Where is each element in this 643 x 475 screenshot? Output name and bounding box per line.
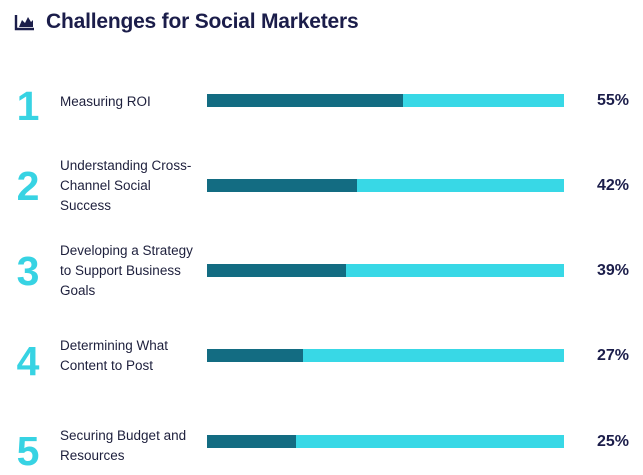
rank-number: 2 <box>16 163 40 209</box>
challenge-label: Developing a Strategy to Support Busines… <box>60 243 193 298</box>
chart-title: Challenges for Social Marketers <box>46 10 359 33</box>
rank-number: 1 <box>16 83 40 129</box>
percent-label: 42% <box>596 177 629 194</box>
chart-header: Challenges for Social Marketers <box>14 10 359 34</box>
challenge-row: 2 Understanding Cross-Channel Social Suc… <box>0 155 643 220</box>
challenge-row: 4 Determining What Content to Post 27% <box>0 335 643 385</box>
percent-label: 25% <box>596 433 629 450</box>
bar-track <box>207 94 564 107</box>
bar-fill <box>207 435 297 448</box>
challenge-label: Determining What Content to Post <box>60 338 169 373</box>
bar-fill <box>207 94 404 107</box>
bar-track <box>207 349 564 362</box>
challenge-label: Securing Budget and Resources <box>60 428 187 463</box>
challenge-label: Understanding Cross-Channel Social Succe… <box>60 158 192 213</box>
rank-number: 4 <box>16 338 40 384</box>
bar-fill <box>207 349 304 362</box>
bar-track <box>207 179 564 192</box>
bar-track <box>207 264 564 277</box>
bar-fill <box>207 264 347 277</box>
challenge-row: 1 Measuring ROI 55% <box>0 80 643 130</box>
percent-label: 39% <box>596 262 629 279</box>
rank-number: 3 <box>16 248 40 294</box>
challenge-row: 3 Developing a Strategy to Support Busin… <box>0 240 643 305</box>
area-chart-icon <box>14 15 34 31</box>
percent-label: 55% <box>596 92 629 109</box>
percent-label: 27% <box>596 347 629 364</box>
bar-fill <box>207 179 357 192</box>
challenge-row: 5 Securing Budget and Resources 25% <box>0 425 643 475</box>
rank-number: 5 <box>16 428 40 474</box>
bar-track <box>207 435 564 448</box>
challenge-label: Measuring ROI <box>60 94 151 109</box>
